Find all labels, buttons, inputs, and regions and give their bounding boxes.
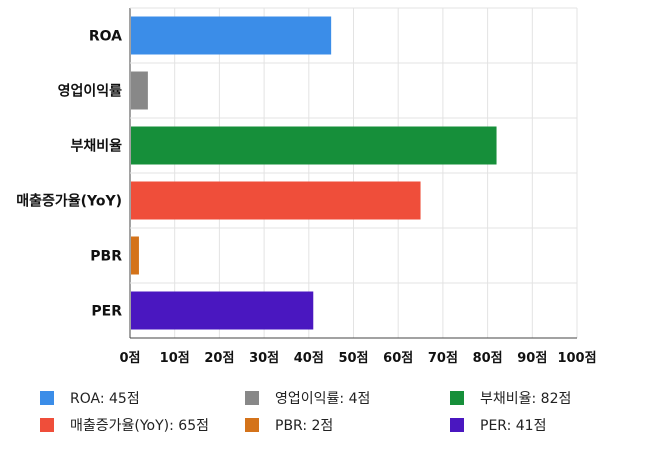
category-label: 매출증가율(YoY): [16, 193, 122, 210]
legend-item: 부채비율: 82점: [450, 388, 571, 408]
category-label: PBR: [90, 249, 122, 265]
legend-label: ROA: 45점: [70, 391, 140, 407]
bar: [131, 236, 139, 275]
x-tick-label: 40점: [294, 351, 324, 366]
bar: [131, 181, 421, 220]
x-tick-label: 10점: [160, 351, 190, 366]
x-tick-label: 70점: [428, 351, 458, 366]
x-tick-label: 20점: [204, 351, 234, 366]
legend-item: PER: 41점: [450, 415, 546, 435]
bar: [131, 291, 314, 330]
x-tick-label: 50점: [338, 351, 368, 366]
bar: [131, 16, 332, 55]
x-tick-label: 0점: [119, 351, 140, 366]
bar-chart: 0점 10점 20점 30점 40점 50점 60점 70점 80점 90점 100점 ROA 영업이익…: [16, 7, 597, 366]
legend-item: 매출증가율(YoY): 65점: [40, 415, 209, 435]
x-tick-label: 60점: [383, 351, 413, 366]
legend-item: ROA: 45점: [40, 388, 140, 408]
bar: [131, 126, 497, 165]
legend-swatch: [245, 418, 259, 432]
legend-label: 매출증가율(YoY): 65점: [70, 418, 209, 434]
legend-label: 영업이익률: 4점: [275, 391, 371, 407]
category-label: 영업이익률: [58, 83, 123, 100]
category-label: ROA: [89, 29, 122, 45]
legend-item: 영업이익률: 4점: [245, 388, 370, 408]
legend-label: PBR: 2점: [275, 418, 334, 434]
x-tick-label: 80점: [473, 351, 503, 366]
legend-swatch: [450, 391, 464, 405]
x-tick-label: 100점: [557, 351, 596, 366]
x-tick-label: 30점: [249, 351, 279, 366]
legend-swatch: [40, 418, 54, 432]
category-label: 부채비율: [70, 138, 122, 155]
legend-swatch: [450, 418, 464, 432]
legend-label: PER: 41점: [480, 418, 547, 434]
legend-item: PBR: 2점: [245, 415, 333, 435]
legend-swatch: [40, 391, 54, 405]
x-tick-label: 90점: [517, 351, 547, 366]
bar: [131, 71, 148, 110]
legend-label: 부채비율: 82점: [480, 391, 572, 407]
category-label: PER: [91, 304, 122, 320]
legend-swatch: [245, 391, 259, 405]
